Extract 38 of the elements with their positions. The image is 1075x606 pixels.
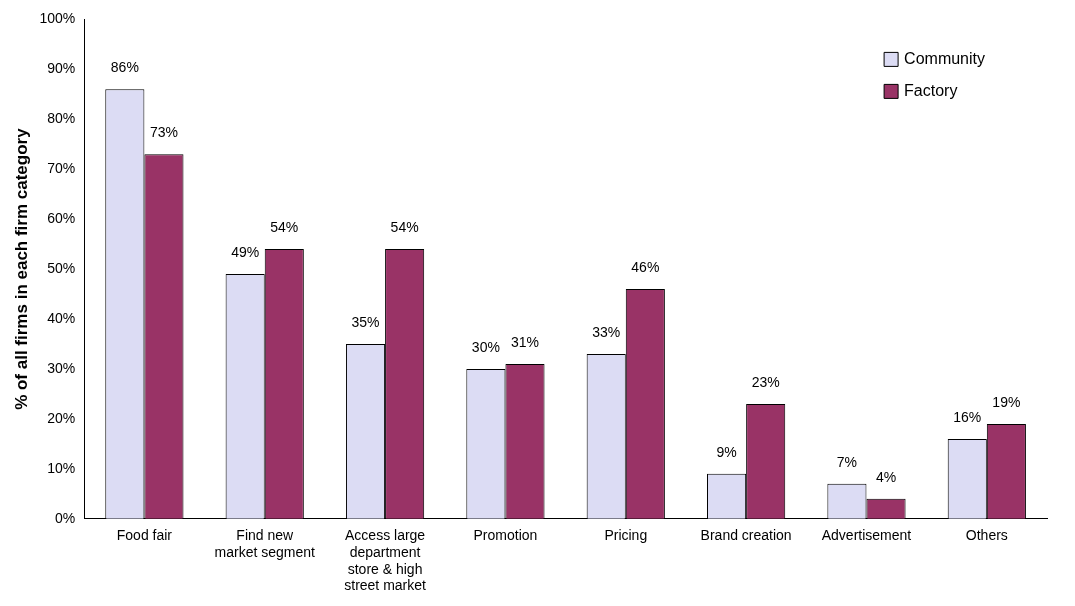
y-tick-label: 50% <box>47 259 76 276</box>
data-label: 9% <box>716 443 737 460</box>
data-label: 35% <box>351 313 380 330</box>
y-tick-label: 60% <box>47 210 76 227</box>
data-label: 46% <box>631 258 660 275</box>
y-tick-label: 40% <box>47 309 76 326</box>
data-label: 19% <box>992 393 1021 410</box>
x-tick-label: Brand creation <box>700 527 792 544</box>
data-label: 54% <box>390 218 419 235</box>
y-tick-label: 90% <box>47 60 76 77</box>
data-label: 31% <box>510 333 539 350</box>
y-tick-label: 80% <box>47 110 76 127</box>
y-axis-title: % of all firms in each firm category <box>11 127 31 410</box>
y-tick-label: 30% <box>47 359 76 376</box>
y-tick-label: 0% <box>54 509 76 526</box>
y-tick-label: 10% <box>47 459 76 476</box>
legend-label: Factory <box>904 81 958 99</box>
data-label: 4% <box>875 468 897 485</box>
data-label: 73% <box>149 124 178 141</box>
data-label: 23% <box>751 373 780 390</box>
x-tick-label: Find new market segment <box>214 527 316 560</box>
x-tick-label: Promotion <box>473 527 538 544</box>
data-label: 30% <box>471 338 500 355</box>
x-tick-label: Access large department store & high street market <box>344 527 427 594</box>
data-label: 33% <box>592 323 621 340</box>
data-label: 7% <box>836 453 858 470</box>
data-label: 54% <box>270 218 299 235</box>
legend-label: Community <box>904 49 985 67</box>
data-label: 49% <box>231 243 260 260</box>
data-label: 86% <box>110 59 139 76</box>
data-label: 16% <box>953 408 982 425</box>
y-tick-label: 100% <box>39 10 76 27</box>
y-tick-label: 20% <box>47 409 76 426</box>
x-tick-label: Advertisement <box>821 527 912 544</box>
x-tick-label: Others <box>965 527 1008 544</box>
x-tick-label: Pricing <box>604 527 648 544</box>
y-tick-label: 70% <box>47 160 76 177</box>
x-tick-label: Food fair <box>116 527 173 544</box>
